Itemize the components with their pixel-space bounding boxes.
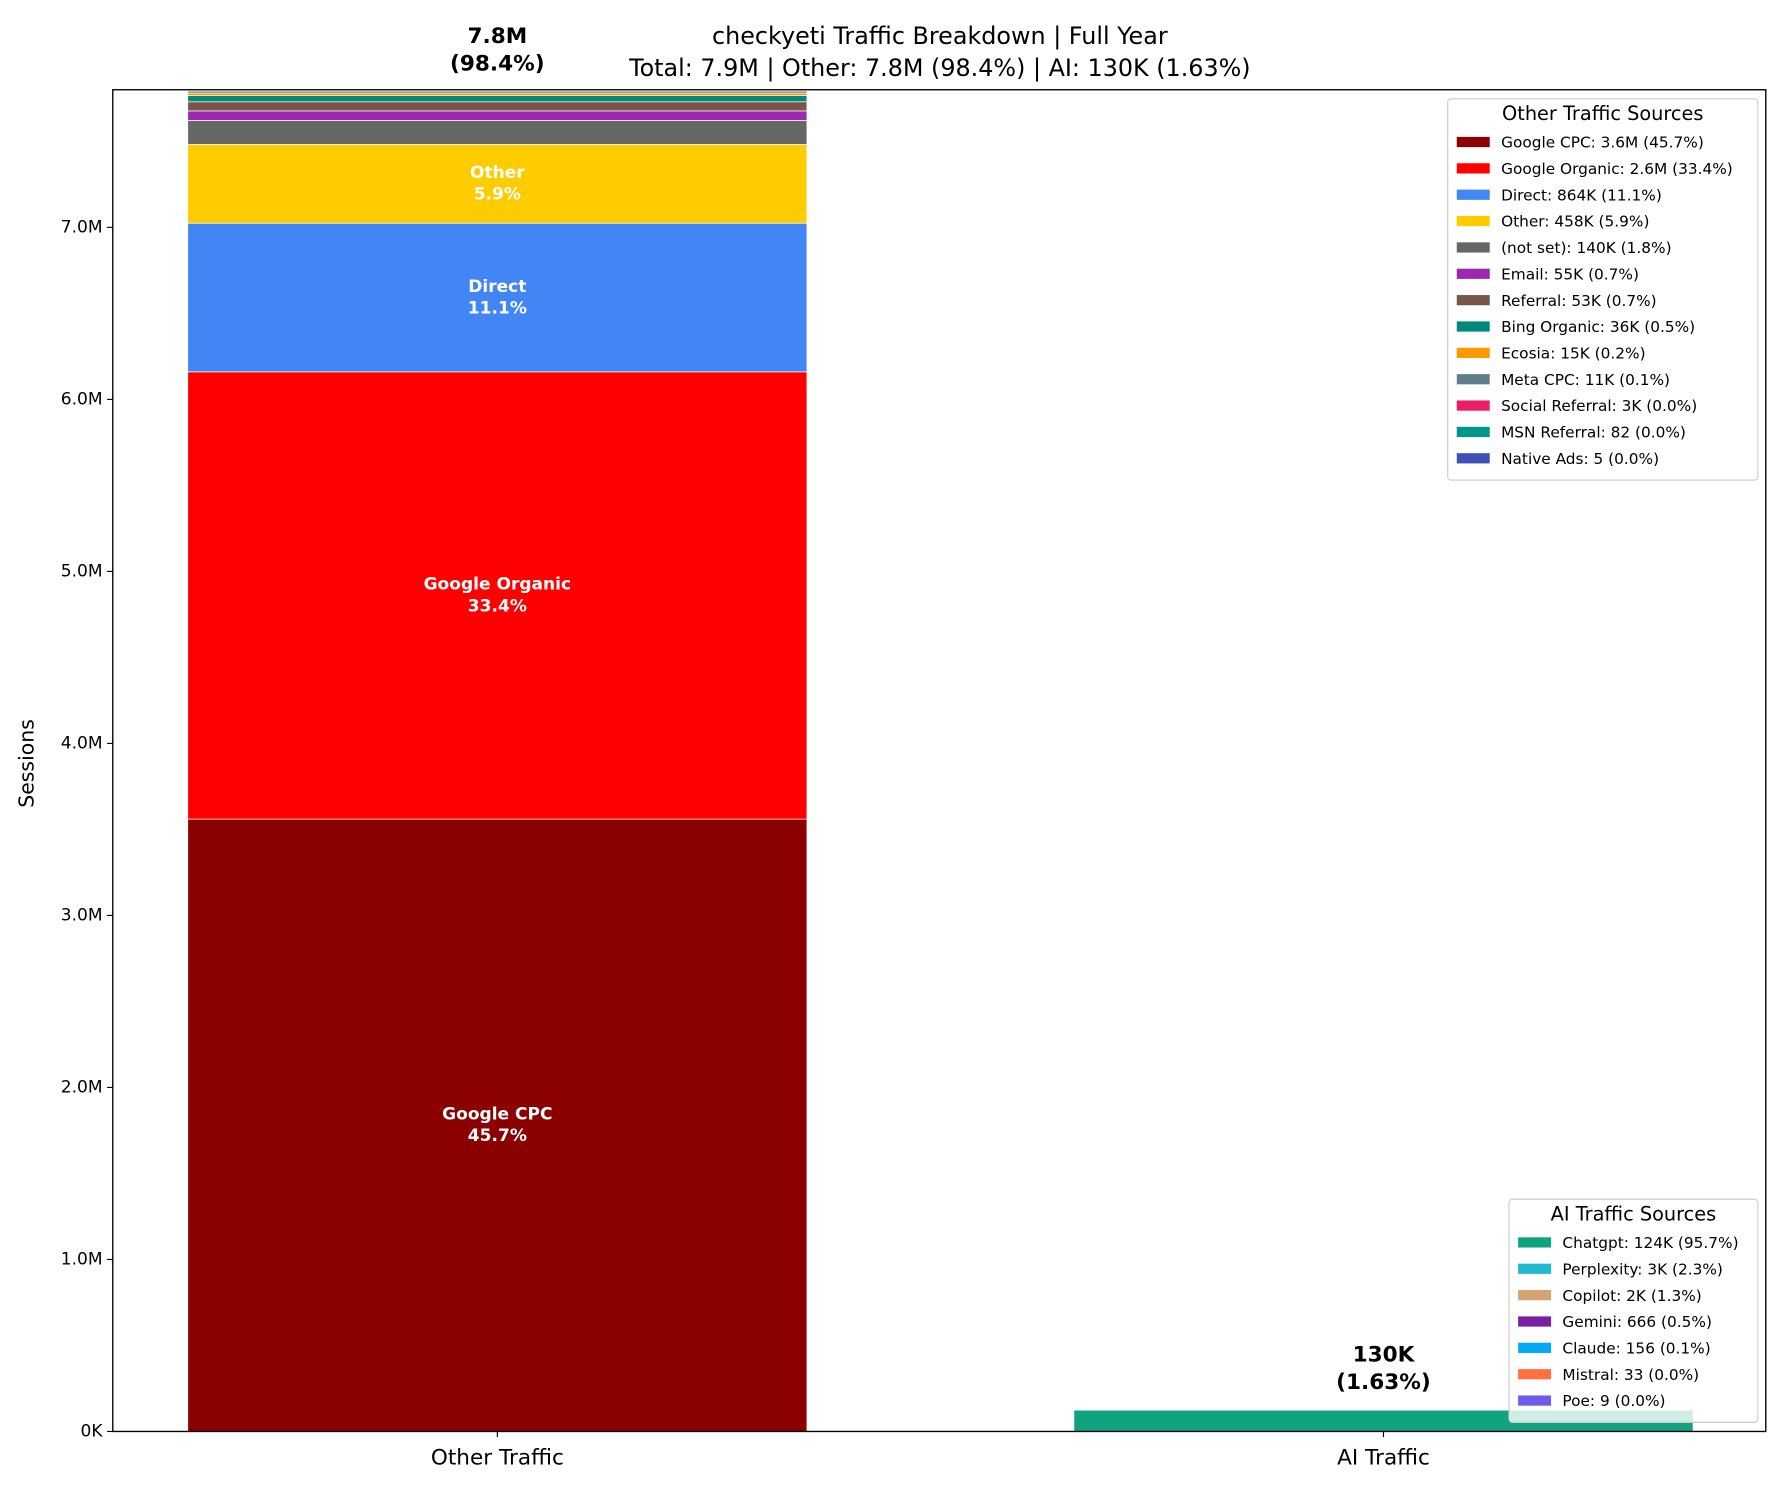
segment-label: 5.9%	[474, 185, 521, 205]
x-tick-label: Other Traffic	[431, 1446, 564, 1471]
segment-label: Direct	[468, 277, 526, 297]
legend-label: Google Organic: 2.6M (33.4%)	[1501, 160, 1733, 178]
legend-label: Chatgpt: 124K (95.7%)	[1562, 1234, 1738, 1252]
bar-segment	[187, 110, 808, 121]
legend-swatch	[1518, 1290, 1552, 1301]
legend-swatch	[1518, 1316, 1552, 1327]
legend-label: Bing Organic: 36K (0.5%)	[1501, 318, 1695, 336]
legend-swatch	[1456, 268, 1490, 279]
plot-frame	[112, 89, 1767, 1433]
legend-label: MSN Referral: 82 (0.0%)	[1501, 424, 1686, 442]
legend-swatch	[1518, 1342, 1552, 1353]
x-tick-label: AI Traffic	[1337, 1446, 1430, 1471]
legend-label: Copilot: 2K (1.3%)	[1562, 1287, 1701, 1305]
bar-segment	[187, 371, 808, 820]
y-tick-label: 5.0M	[61, 561, 103, 581]
legend-swatch	[1456, 242, 1490, 253]
legend-swatch	[1518, 1369, 1552, 1380]
chart-title: checkyeti Traffic Breakdown | Full Year	[712, 22, 1168, 50]
legend-swatch	[1456, 215, 1490, 227]
bar-segment	[187, 120, 808, 145]
y-tick-label: 7.0M	[61, 217, 103, 237]
total-label: 7.8M	[467, 24, 527, 49]
bar-segment	[187, 101, 808, 112]
legend-label: Direct: 864K (11.1%)	[1501, 186, 1662, 204]
segment-label: 33.4%	[468, 596, 527, 616]
legend-label: Ecosia: 15K (0.2%)	[1501, 345, 1646, 363]
legend-swatch	[1456, 453, 1490, 464]
legend-swatch	[1456, 321, 1490, 332]
legend-label: Native Ads: 5 (0.0%)	[1501, 450, 1659, 468]
legend-title: AI Traffic Sources	[1551, 1203, 1716, 1226]
legend-swatch	[1456, 163, 1490, 174]
legend-label: Google CPC: 3.6M (45.7%)	[1501, 134, 1704, 152]
legend-label: Other: 458K (5.9%)	[1501, 213, 1649, 231]
legend-swatch	[1456, 347, 1490, 358]
y-tick-label: 6.0M	[61, 389, 103, 409]
bar-segment	[187, 222, 808, 373]
y-axis-label: Sessions	[15, 719, 39, 808]
legend-label: Perplexity: 3K (2.3%)	[1562, 1260, 1723, 1278]
legend-swatch	[1518, 1237, 1552, 1248]
bar-segment	[187, 92, 808, 96]
legend-label: Email: 55K (0.7%)	[1501, 265, 1639, 283]
total-label: 130K	[1353, 1343, 1416, 1368]
total-label: (1.63%)	[1336, 1370, 1431, 1395]
legend-swatch	[1456, 295, 1490, 306]
chart-subtitle: Total: 7.9M | Other: 7.8M (98.4%) | AI: …	[628, 54, 1251, 82]
y-tick-label: 4.0M	[61, 733, 103, 753]
legend-swatch	[1456, 189, 1490, 200]
bar-segment	[187, 144, 808, 224]
segment-label: 11.1%	[468, 298, 527, 318]
legend-swatch	[1518, 1395, 1552, 1406]
legend-label: Meta CPC: 11K (0.1%)	[1501, 371, 1670, 389]
legend-swatch	[1456, 374, 1490, 385]
legend-label: Poe: 9 (0.0%)	[1562, 1392, 1665, 1410]
legend-swatch	[1456, 400, 1490, 411]
y-tick-label: 3.0M	[61, 905, 103, 925]
segment-label: 45.7%	[468, 1126, 527, 1146]
bar-segment	[187, 95, 808, 103]
total-label: (98.4%)	[450, 51, 545, 76]
legend-title: Other Traffic Sources	[1502, 102, 1703, 125]
legend-box	[1508, 1198, 1759, 1423]
legend-swatch	[1456, 136, 1490, 148]
legend-label: Referral: 53K (0.7%)	[1501, 292, 1657, 310]
legend-label: Claude: 156 (0.1%)	[1562, 1339, 1710, 1357]
legend-label: Mistral: 33 (0.0%)	[1562, 1366, 1699, 1384]
legend-box	[1447, 98, 1759, 481]
segment-label: Google CPC	[442, 1104, 552, 1124]
legend-swatch	[1456, 426, 1490, 438]
y-tick-label: 0K	[81, 1421, 104, 1441]
legend-swatch	[1518, 1263, 1552, 1274]
segment-label: Google Organic	[424, 575, 572, 595]
y-tick-label: 1.0M	[61, 1249, 103, 1269]
bar-segment	[187, 818, 808, 1432]
legend-label: Social Referral: 3K (0.0%)	[1501, 397, 1697, 415]
legend-label: Gemini: 666 (0.5%)	[1562, 1313, 1712, 1331]
legend-label: (not set): 140K (1.8%)	[1501, 239, 1671, 257]
y-tick-label: 2.0M	[61, 1077, 103, 1097]
segment-label: Other	[470, 163, 525, 183]
